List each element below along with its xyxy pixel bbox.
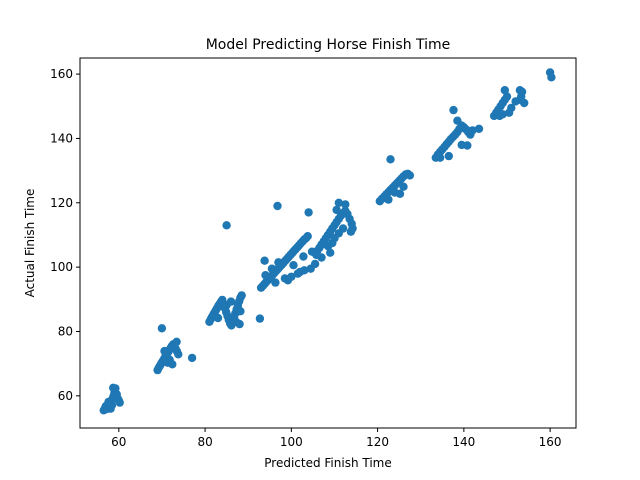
chart-title: Model Predicting Horse Finish Time xyxy=(206,37,451,53)
data-point xyxy=(299,252,308,261)
x-tick-label: 100 xyxy=(280,435,303,449)
data-point xyxy=(468,126,477,135)
data-point xyxy=(444,151,453,161)
data-point xyxy=(237,291,246,300)
data-point xyxy=(449,105,458,115)
data-point xyxy=(405,171,415,180)
x-tick-label: 160 xyxy=(539,435,562,449)
data-point xyxy=(104,397,113,407)
x-tick-label: 120 xyxy=(366,435,389,449)
data-point xyxy=(187,353,197,363)
data-point xyxy=(332,205,341,215)
data-point xyxy=(115,398,124,407)
data-point xyxy=(500,86,509,95)
data-point xyxy=(328,238,337,248)
data-point xyxy=(295,267,305,277)
data-point xyxy=(273,201,282,211)
y-axis-label: Actual Finish Time xyxy=(23,189,37,298)
data-point xyxy=(303,232,312,241)
y-tick-label: 140 xyxy=(50,131,73,145)
data-point xyxy=(222,221,231,230)
data-point xyxy=(213,313,223,323)
data-point xyxy=(267,264,277,273)
data-point xyxy=(334,198,343,207)
data-point xyxy=(395,189,405,198)
data-point xyxy=(495,111,504,121)
data-point xyxy=(109,383,118,392)
data-point xyxy=(341,200,350,209)
data-point xyxy=(261,271,270,280)
data-point xyxy=(463,141,472,150)
data-point xyxy=(289,261,298,270)
data-point xyxy=(172,337,181,346)
data-point xyxy=(304,208,313,217)
data-point xyxy=(502,92,512,101)
data-point xyxy=(399,182,408,191)
data-point xyxy=(226,297,236,306)
data-point xyxy=(274,258,283,267)
data-point xyxy=(174,350,183,359)
x-tick-label: 140 xyxy=(452,435,475,449)
y-axis-ticks: 60 80 100 120 140 160 xyxy=(50,67,80,403)
y-tick-label: 80 xyxy=(58,324,73,338)
data-point xyxy=(160,346,169,356)
y-tick-label: 60 xyxy=(58,389,73,403)
plot-frame xyxy=(79,57,577,429)
data-points xyxy=(99,68,556,415)
data-point xyxy=(312,250,321,260)
x-axis-label: Predicted Finish Time xyxy=(264,456,392,470)
data-point xyxy=(517,92,526,101)
data-point xyxy=(474,124,484,133)
data-point xyxy=(346,227,356,236)
data-point xyxy=(271,278,280,287)
x-axis-ticks: 60 80 100 120 140 160 xyxy=(111,428,562,449)
data-point xyxy=(310,259,320,269)
y-tick-label: 100 xyxy=(50,260,73,274)
x-tick-label: 60 xyxy=(111,435,126,449)
data-point xyxy=(435,153,445,162)
data-point xyxy=(507,103,516,113)
data-point xyxy=(453,116,462,125)
data-point xyxy=(236,307,245,316)
data-point xyxy=(106,404,115,413)
data-point xyxy=(283,276,293,285)
data-point xyxy=(165,355,174,364)
y-tick-label: 120 xyxy=(50,196,73,210)
data-point xyxy=(235,319,244,329)
x-tick-label: 80 xyxy=(197,435,212,449)
data-point xyxy=(384,195,393,204)
data-point xyxy=(386,155,395,164)
data-point xyxy=(260,256,269,265)
data-point xyxy=(255,314,265,323)
data-point xyxy=(338,224,348,233)
data-point xyxy=(157,324,167,333)
y-tick-label: 160 xyxy=(50,67,73,81)
data-point xyxy=(326,248,335,257)
data-point xyxy=(547,73,556,82)
